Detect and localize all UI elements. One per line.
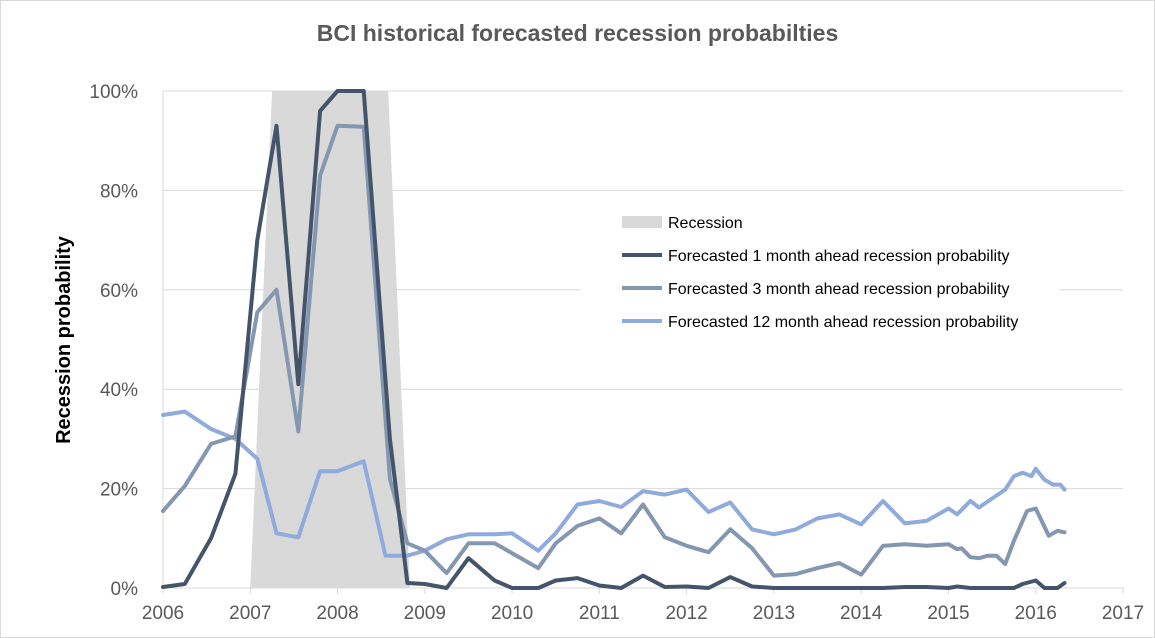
legend-label-12-month: Forecasted 12 month ahead recession prob…: [668, 314, 1018, 331]
legend: Recession Forecasted 1 month ahead recess…: [580, 206, 1060, 342]
y-tick-label: 40%: [100, 380, 138, 401]
x-tick-label: 2013: [753, 603, 795, 624]
x-tick-label: 2015: [927, 603, 969, 624]
legend-swatch-recession: [622, 216, 662, 228]
y-tick-label: 80%: [100, 181, 138, 202]
x-tick-label: 2007: [229, 603, 271, 624]
y-tick-label: 20%: [100, 480, 138, 501]
x-tick-label: 2012: [665, 603, 707, 624]
x-tick-label: 2006: [142, 603, 184, 624]
x-tick-label: 2014: [840, 603, 883, 624]
series-1-month-line: [161, 89, 1067, 590]
legend-label-3-month: Forecasted 3 month ahead recession proba…: [668, 281, 1010, 298]
x-tick-label: 2011: [579, 603, 620, 624]
x-axis-ticks: 2006 2007 2008 2009 2010 2011 2012 2013 2014 2015…: [142, 588, 1144, 624]
x-tick-label: 2017: [1102, 603, 1144, 624]
legend-label-recession: Recession: [668, 215, 743, 232]
x-tick-label: 2010: [491, 603, 533, 624]
x-tick-label: 2008: [316, 603, 358, 624]
y-axis-label: Recession probability: [53, 235, 75, 444]
y-tick-label: 0%: [111, 579, 139, 600]
series-3-month-line: [161, 123, 1067, 578]
y-tick-label: 60%: [100, 281, 138, 302]
x-tick-label: 2009: [404, 603, 446, 624]
series-lines: [161, 89, 1067, 590]
series-12-month-line: [161, 409, 1067, 558]
chart-title: BCI historical forecasted recession prob…: [316, 20, 839, 46]
legend-label-1-month: Forecasted 1 month ahead recession proba…: [668, 248, 1010, 265]
recession-area-layer: [250, 91, 410, 588]
y-axis-ticks: 0% 20% 40% 60% 80% 100%: [89, 82, 138, 600]
recession-area: [250, 91, 410, 588]
y-tick-label: 100%: [89, 82, 138, 103]
x-tick-label: 2016: [1015, 603, 1057, 624]
